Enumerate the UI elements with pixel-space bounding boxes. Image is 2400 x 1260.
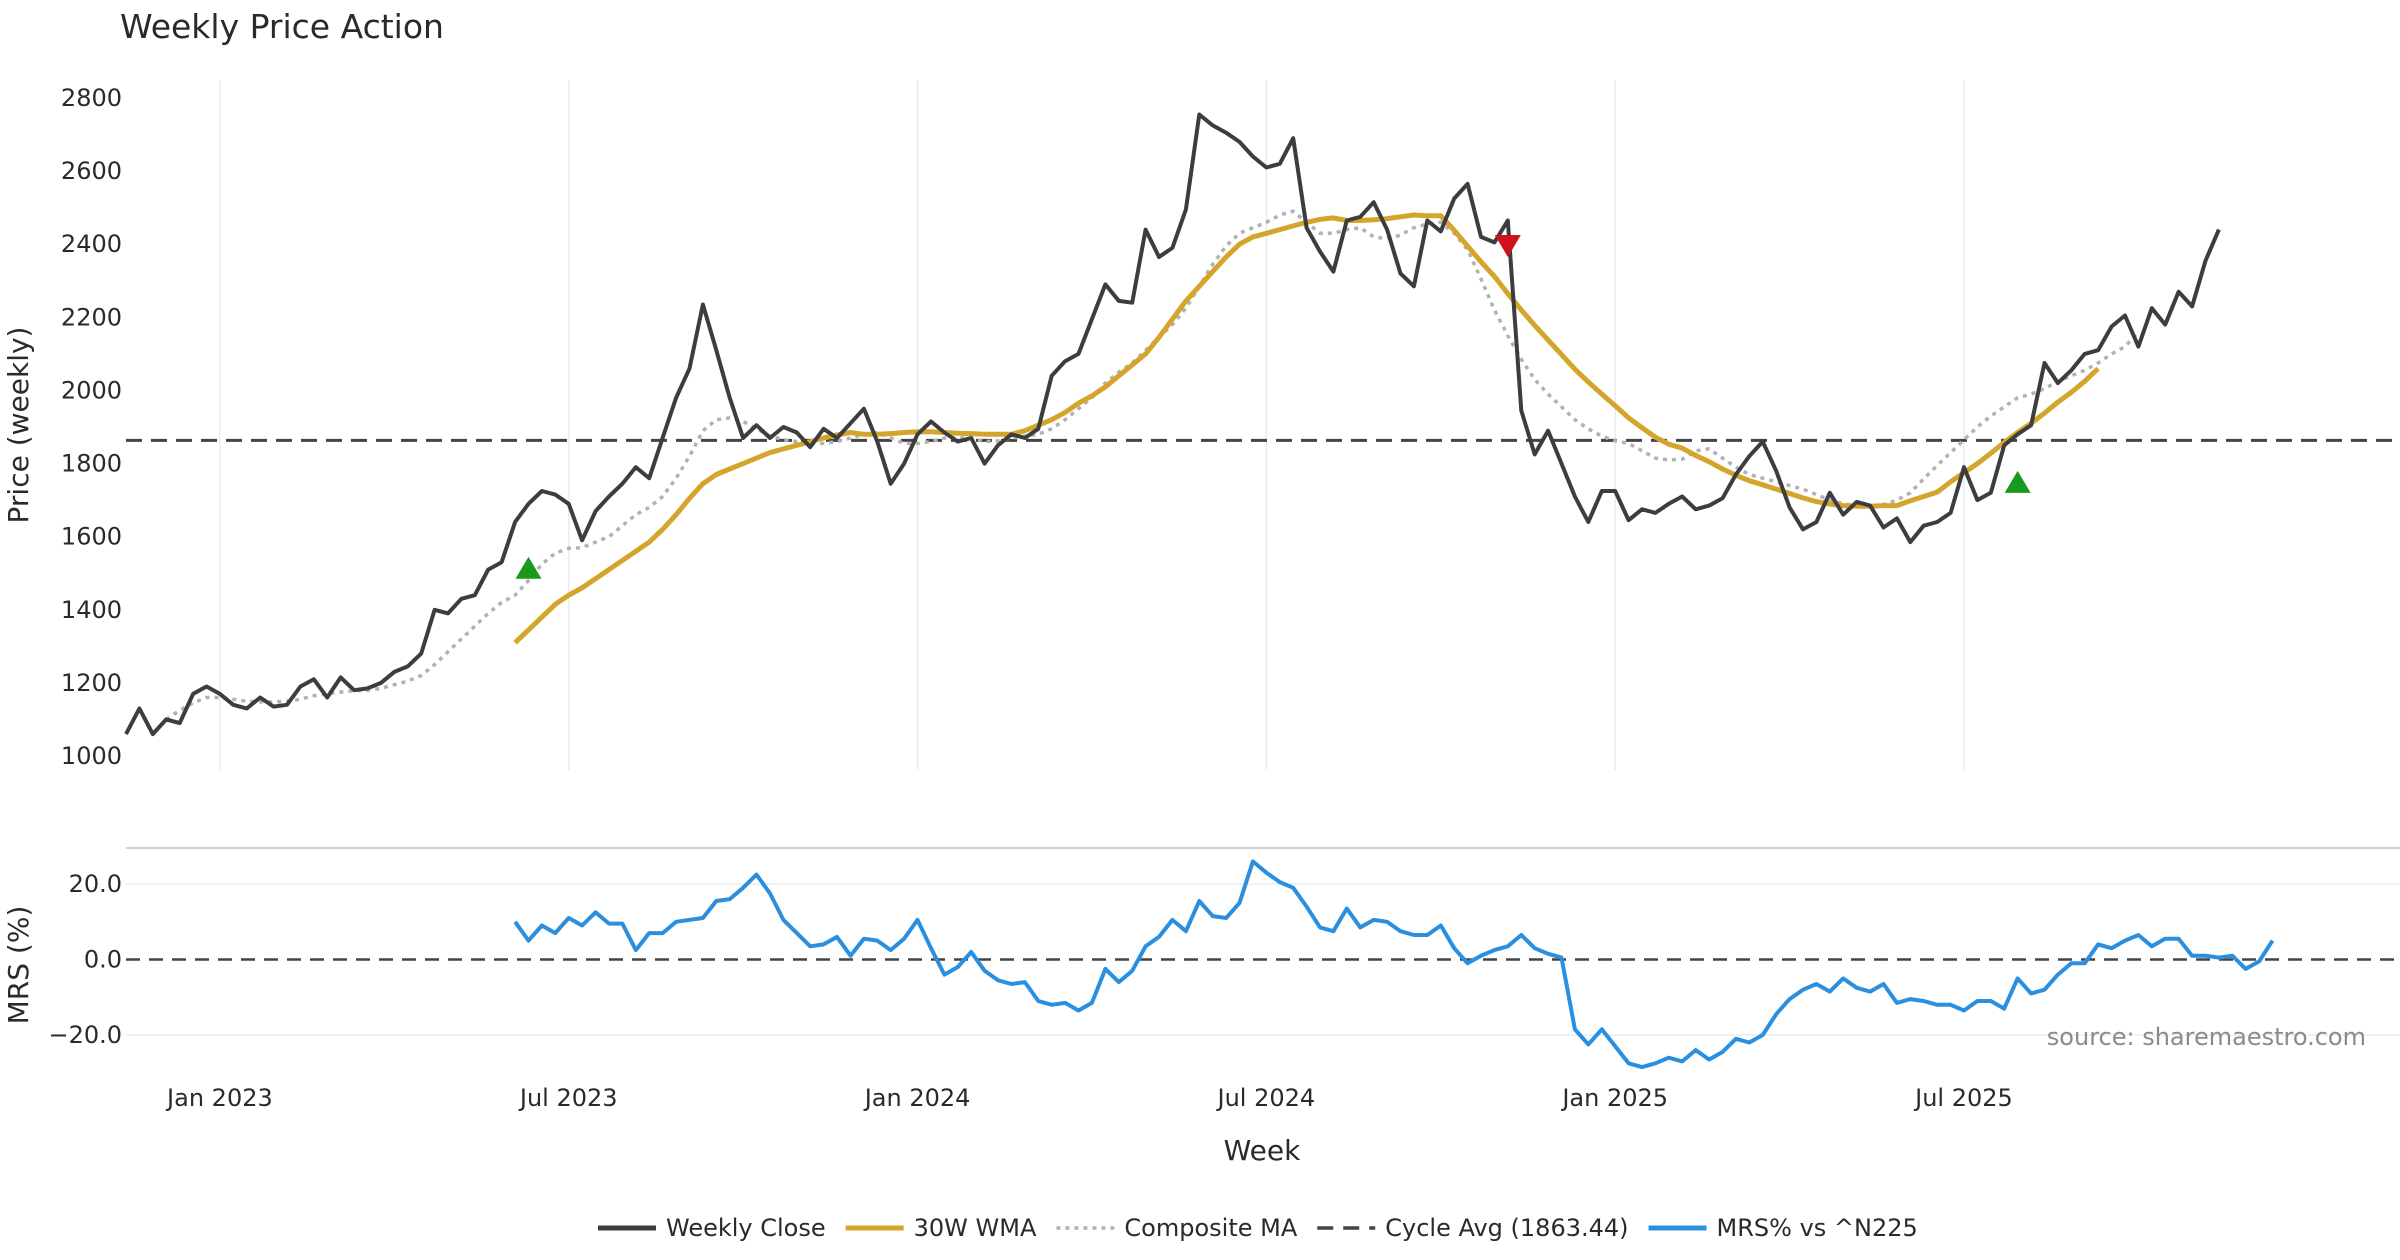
composite-ma-line — [165, 209, 2140, 721]
mrs-y-tick-label: −20.0 — [48, 1021, 122, 1049]
legend-label: Weekly Close — [666, 1214, 826, 1242]
mrs-line — [513, 859, 2275, 1070]
legend-item: Cycle Avg (1863.44) — [1317, 1214, 1629, 1242]
buy-signal-marker — [515, 556, 542, 579]
price-y-tick-label: 2400 — [61, 230, 122, 258]
price-y-tick-label: 2000 — [61, 376, 122, 404]
legend-label: Cycle Avg (1863.44) — [1385, 1214, 1628, 1242]
axis-layer: Jan 2023 Jul 2023 Jan 2024 Jul 2024 Jan 2025… — [48, 84, 2012, 1112]
legend-label: MRS% vs ^N225 — [1717, 1214, 1918, 1242]
price-y-tick-label: 1800 — [61, 450, 122, 478]
legend-item: MRS% vs ^N225 — [1648, 1214, 1918, 1242]
x-tick-label: Jan 2025 — [1560, 1084, 1668, 1112]
grid-layer — [126, 80, 2400, 1036]
x-tick-label: Jan 2024 — [863, 1084, 971, 1112]
mrs-y-axis-label: MRS (%) — [2, 906, 35, 1025]
x-tick-label: Jul 2025 — [1913, 1084, 2013, 1112]
legend-label: 30W WMA — [914, 1214, 1037, 1242]
source-note: source: sharemaestro.com — [2047, 1023, 2366, 1051]
price-y-tick-label: 1400 — [61, 596, 122, 624]
x-tick-label: Jul 2023 — [518, 1084, 618, 1112]
price-y-tick-label: 1200 — [61, 669, 122, 697]
price-y-tick-label: 1000 — [61, 742, 122, 770]
x-axis-label: Week — [1224, 1134, 1301, 1167]
price-y-tick-label: 2200 — [61, 303, 122, 331]
price-y-tick-label: 1600 — [61, 523, 122, 551]
price-y-tick-label: 2800 — [61, 84, 122, 112]
chart-title: Weekly Price Action — [120, 7, 444, 46]
sell-signal-marker — [1494, 235, 1521, 258]
mrs-y-tick-label: 0.0 — [84, 946, 122, 974]
legend-label: Composite MA — [1124, 1214, 1297, 1242]
weekly-close-line — [124, 112, 2221, 737]
legend-item: Composite MA — [1056, 1214, 1298, 1242]
price-y-axis-label: Price (weekly) — [2, 327, 35, 524]
legend: Weekly Close 30W WMA Composite MA Cycle Avg… — [598, 1214, 1918, 1242]
x-tick-label: Jan 2023 — [165, 1084, 273, 1112]
price-y-tick-label: 2600 — [61, 157, 122, 185]
mrs-y-tick-label: 20.0 — [69, 870, 122, 898]
mrs-panel — [126, 859, 2400, 1070]
x-tick-label: Jul 2024 — [1216, 1084, 1316, 1112]
price-panel — [124, 112, 2400, 737]
legend-item: Weekly Close — [598, 1214, 826, 1242]
buy-signal-marker — [2004, 470, 2031, 493]
legend-item: 30W WMA — [845, 1214, 1037, 1242]
